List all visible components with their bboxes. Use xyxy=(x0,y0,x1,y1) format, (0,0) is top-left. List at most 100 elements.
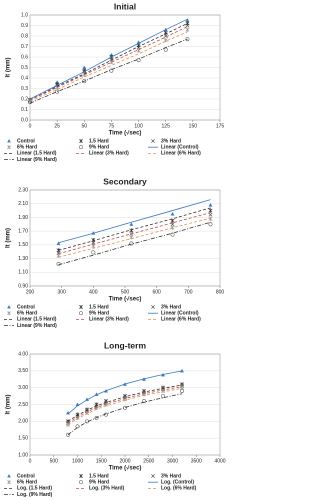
y-tick-label: 2.10 xyxy=(18,201,28,207)
x-tick-label: 400 xyxy=(89,289,98,295)
legend-label: 9% Hard xyxy=(89,480,109,486)
legend-label: Log. (1.5 Hard) xyxy=(17,486,52,492)
data-point xyxy=(170,218,175,223)
y-tick-label: 0.2 xyxy=(21,96,28,102)
legend-label: 3% Hard xyxy=(161,473,181,479)
legend-swatch xyxy=(7,305,11,309)
y-tick-label: 1.50 xyxy=(18,435,28,441)
legend-label: 1.5 Hard xyxy=(89,138,109,144)
x-tick-label: 700 xyxy=(184,289,193,295)
y-tick-label: 1.0 xyxy=(21,12,28,18)
trend-line xyxy=(58,212,211,255)
legend-swatch xyxy=(151,305,155,309)
trend-line xyxy=(58,221,211,266)
x-tick-label: 1500 xyxy=(96,458,107,464)
legend-label: Linear (9% Hard) xyxy=(17,157,57,163)
x-tick-label: 25 xyxy=(54,123,60,129)
x-tick-label: 300 xyxy=(57,289,66,295)
data-point xyxy=(91,244,96,249)
legend-label: 3% Hard xyxy=(161,138,181,144)
trend-line xyxy=(58,217,211,258)
y-tick-label: 4.00 xyxy=(18,351,28,357)
y-tick-label: 0.9 xyxy=(21,23,28,29)
plot-frame xyxy=(29,189,221,287)
data-point xyxy=(163,38,168,43)
data-point xyxy=(170,211,175,216)
legend-swatch xyxy=(7,311,11,316)
y-tick-label: 1.30 xyxy=(18,256,28,262)
legend-label: Linear (6% Hard) xyxy=(161,317,201,323)
data-point xyxy=(208,208,213,213)
legend-label: Linear (Control) xyxy=(161,311,199,317)
data-point xyxy=(179,389,185,393)
x-tick-label: 0 xyxy=(29,123,32,129)
y-tick-label: 0.4 xyxy=(21,75,28,81)
data-point xyxy=(208,222,213,227)
legend-label: 6% Hard xyxy=(17,480,37,486)
trend-line xyxy=(67,370,183,415)
data-point xyxy=(180,385,184,390)
y-tick-label: 0.1 xyxy=(21,107,28,113)
figure: Initial 0.0 0.1 0.2 0.3 0.4 0.5 0.6 0.7 0.8 0.9 1.0… xyxy=(4,1,226,498)
legend-label: Linear (1.5 Hard) xyxy=(17,151,57,157)
data-point xyxy=(185,27,190,32)
y-axis-label: It (mm) xyxy=(6,395,12,415)
legend-swatch xyxy=(79,305,83,309)
legend-swatch xyxy=(79,311,83,316)
data-point xyxy=(129,228,134,233)
legend-label: Linear (6% Hard) xyxy=(161,151,201,157)
chart-title: Initial xyxy=(114,1,136,11)
legend-label: Linear (9% Hard) xyxy=(17,323,57,329)
legend-swatch xyxy=(7,474,11,478)
y-tick-label: 1.90 xyxy=(18,215,28,221)
y-tick-label: 1.00 xyxy=(18,452,28,458)
data-point xyxy=(129,222,134,226)
panel: Initial 0.0 0.1 0.2 0.3 0.4 0.5 0.6 0.7 0.8 0.9 1.0… xyxy=(4,1,224,163)
legend-swatch xyxy=(79,145,83,150)
y-axis-label: It (mm) xyxy=(6,228,12,248)
trend-line xyxy=(67,386,183,424)
legend-label: 6% Hard xyxy=(17,145,37,151)
y-tick-label: 2.00 xyxy=(18,419,28,425)
data-point xyxy=(65,432,71,437)
data-point xyxy=(160,394,166,398)
legend-label: Log. (Control) xyxy=(161,480,194,486)
x-tick-label: 125 xyxy=(162,123,171,129)
y-tick-label: 0.6 xyxy=(21,54,28,60)
legend-swatch xyxy=(151,474,155,478)
panel: Long-term 1.00 1.50 2.00 2.50 3.00 3.50 4.00 0 50… xyxy=(4,340,226,498)
data-point xyxy=(109,60,114,65)
trend-line xyxy=(67,384,183,422)
x-tick-label: 800 xyxy=(216,289,225,295)
legend-swatch xyxy=(7,480,11,485)
y-tick-label: 2.30 xyxy=(18,187,28,193)
data-point xyxy=(103,412,109,417)
data-point xyxy=(185,23,190,28)
legend-label: 3% Hard xyxy=(161,304,181,310)
trend-line xyxy=(29,31,188,102)
legend-label: Log. (3% Hard) xyxy=(89,486,125,492)
x-tick-label: 2000 xyxy=(119,458,130,464)
legend-label: Control xyxy=(17,304,35,310)
legend-label: Log. (9% Hard) xyxy=(17,492,53,498)
x-tick-label: 500 xyxy=(50,458,59,464)
data-point xyxy=(163,34,168,38)
data-point xyxy=(91,250,96,255)
x-axis-label: Time (√sec) xyxy=(109,465,142,472)
x-tick-label: 1000 xyxy=(72,458,83,464)
x-tick-label: 4000 xyxy=(214,458,225,464)
legend-label: Control xyxy=(17,473,35,479)
y-tick-label: 1.10 xyxy=(18,270,28,276)
y-axis-label: It (mm) xyxy=(6,58,12,78)
trend-line xyxy=(58,207,211,251)
y-tick-label: 3.50 xyxy=(18,368,28,374)
data-point xyxy=(208,212,213,217)
legend-label: 9% Hard xyxy=(89,145,109,151)
y-tick-label: 0.8 xyxy=(21,33,28,39)
trend-line xyxy=(67,387,183,426)
x-tick-label: 75 xyxy=(109,123,115,129)
trend-line xyxy=(67,393,183,436)
data-point xyxy=(136,48,141,53)
y-tick-label: 0.7 xyxy=(21,44,28,50)
legend-label: Control xyxy=(17,138,35,144)
